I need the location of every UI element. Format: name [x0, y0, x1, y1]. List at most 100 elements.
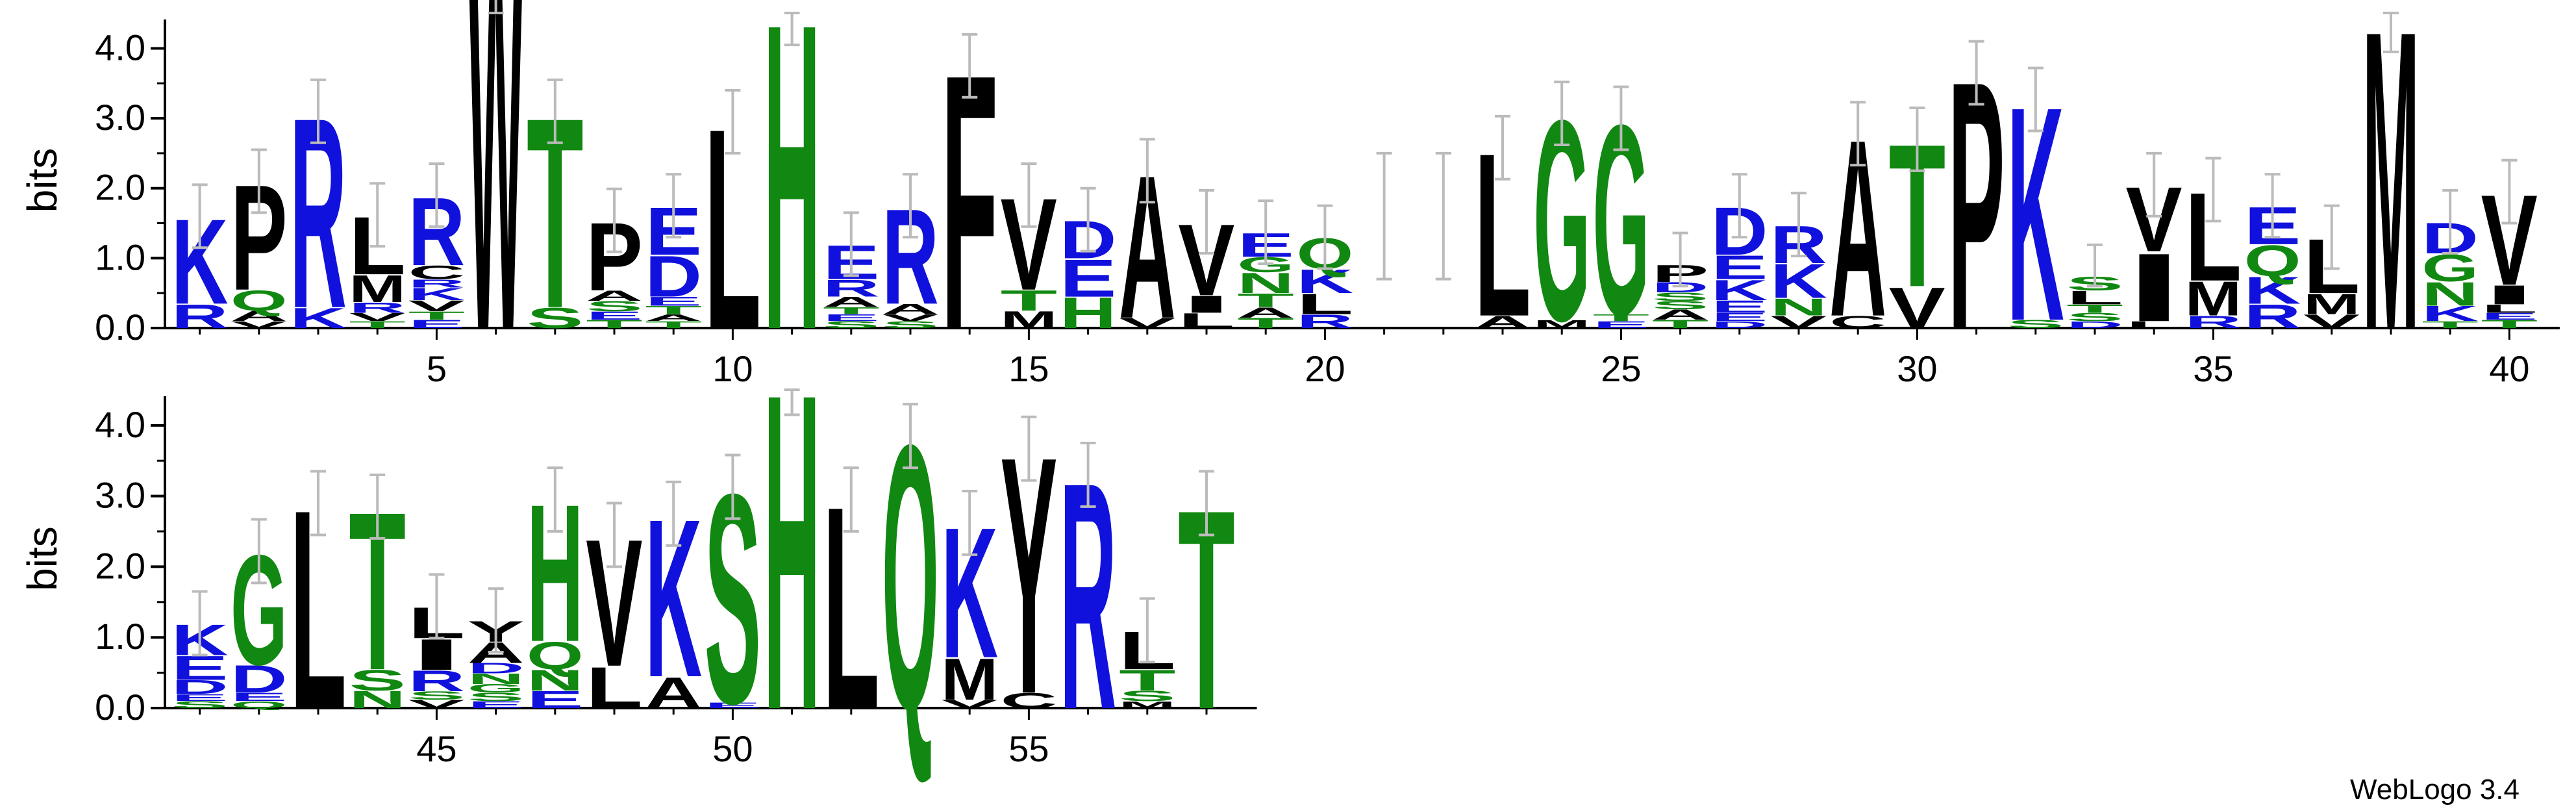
- x-tick-label: 30: [1897, 348, 1937, 389]
- residue-glyph: V: [2303, 311, 2360, 332]
- residue-glyph: N: [468, 671, 525, 687]
- residue-glyph: A: [1652, 307, 1709, 323]
- x-tick-label: 25: [1601, 348, 1641, 389]
- residue-glyph: R: [171, 297, 229, 335]
- residue-glyph: M: [2362, 0, 2420, 419]
- residue-glyph: E: [408, 318, 466, 331]
- residue-glyph: R: [408, 665, 466, 698]
- residue-glyph: S: [171, 699, 229, 710]
- residue-glyph: T: [645, 303, 702, 316]
- residue-glyph: T: [1119, 664, 1176, 697]
- residue-glyph: C: [1829, 312, 1886, 332]
- residue-glyph: E: [468, 699, 525, 710]
- x-tick-label: 40: [2489, 348, 2529, 389]
- residue-glyph: K: [408, 285, 466, 304]
- residue-glyph: K: [1770, 255, 1827, 309]
- residue-glyph: A: [882, 301, 939, 317]
- residue-glyph: Q: [231, 285, 288, 317]
- residue-glyph: V: [349, 311, 405, 324]
- residue-glyph: H: [764, 299, 821, 804]
- residue-glyph: S: [1119, 688, 1176, 704]
- credit-label: WebLogo 3.4: [2350, 774, 2520, 806]
- residue-glyph: Q: [2244, 236, 2301, 285]
- residue-glyph: S: [527, 301, 584, 334]
- residue-glyph: A: [1237, 305, 1294, 321]
- residue-glyph: I: [2481, 280, 2538, 311]
- residue-glyph: M: [1001, 306, 1058, 333]
- residue-glyph: Q: [231, 699, 288, 710]
- residue-glyph: L: [586, 655, 643, 720]
- y-tick-label: 2.0: [95, 167, 145, 208]
- residue-glyph: M: [349, 268, 406, 311]
- residue-glyph: E: [2481, 311, 2538, 322]
- residue-glyph: A: [645, 668, 702, 717]
- residue-glyph: T: [645, 320, 702, 331]
- residue-glyph: V: [408, 698, 465, 711]
- residue-glyph: S: [468, 691, 525, 704]
- residue-glyph: K: [2244, 269, 2301, 312]
- residue-glyph: K: [1711, 274, 1768, 307]
- y-tick-label: 3.0: [95, 475, 145, 516]
- y-tick-label: 4.0: [95, 27, 145, 68]
- residue-glyph: G: [468, 682, 525, 695]
- residue-glyph: R: [1297, 311, 1354, 333]
- x-tick-label: 15: [1008, 348, 1049, 389]
- residue-glyph: N: [527, 664, 584, 697]
- residue-glyph: E: [1060, 249, 1117, 309]
- residue-glyph: M: [2303, 288, 2360, 321]
- residue-glyph: A: [823, 294, 880, 311]
- residue-glyph: N: [349, 686, 406, 713]
- residue-glyph: T: [2421, 320, 2479, 331]
- residue-glyph: M: [2185, 272, 2242, 326]
- residue-glyph: R: [2244, 297, 2301, 335]
- residue-glyph: D: [468, 660, 525, 676]
- residue-glyph: K: [2421, 302, 2479, 326]
- residue-glyph: T: [1593, 312, 1650, 324]
- y-axis-label: bits: [19, 148, 66, 213]
- residue-glyph: T: [586, 318, 643, 331]
- residue-glyph: T: [1237, 290, 1294, 312]
- y-tick-label: 0.0: [95, 307, 145, 348]
- y-tick-label: 1.0: [95, 616, 145, 657]
- residue-glyph: W: [468, 0, 525, 452]
- residue-glyph: R: [2185, 312, 2242, 332]
- residue-glyph: E: [1711, 311, 1768, 324]
- residue-glyph: E: [527, 686, 584, 713]
- y-tick-label: 3.0: [95, 97, 145, 138]
- residue-glyph: N: [2421, 275, 2479, 313]
- residue-glyph: S: [1652, 299, 1709, 312]
- residue-glyph: T: [1001, 285, 1058, 317]
- residue-glyph: E: [645, 294, 702, 309]
- residue-glyph: A: [586, 288, 643, 304]
- residue-glyph: S: [2066, 311, 2123, 324]
- residue-glyph: N: [1237, 267, 1294, 299]
- x-tick-label: 45: [416, 728, 456, 769]
- x-tick-label: 50: [712, 728, 753, 769]
- y-axis-label: bits: [19, 526, 66, 591]
- residue-glyph: L: [2481, 302, 2538, 315]
- residue-glyph: T: [1652, 318, 1709, 331]
- residue-glyph: C: [408, 262, 466, 284]
- residue-glyph: S: [882, 319, 939, 330]
- residue-glyph: E: [1711, 297, 1768, 316]
- residue-glyph: Q: [527, 634, 584, 678]
- residue-glyph: L: [2066, 286, 2123, 309]
- residue-glyph: S: [1652, 290, 1709, 303]
- residue-glyph: C: [1001, 689, 1058, 713]
- residue-glyph: D: [645, 244, 702, 309]
- residue-glyph: A: [1474, 312, 1531, 332]
- residue-glyph: H: [1060, 288, 1117, 337]
- residue-glyph: T: [823, 305, 880, 316]
- y-tick-label: 1.0: [95, 236, 145, 277]
- residue-glyph: S: [2007, 318, 2064, 331]
- residue-glyph: T: [349, 320, 406, 331]
- y-tick-label: 4.0: [95, 404, 145, 445]
- residue-glyph: M: [1533, 318, 1590, 331]
- residue-glyph: E: [586, 309, 643, 322]
- residue-glyph: D: [231, 657, 288, 702]
- residue-glyph: E: [705, 701, 762, 709]
- residue-glyph: E: [1593, 319, 1650, 330]
- residue-glyph: M: [1119, 699, 1176, 710]
